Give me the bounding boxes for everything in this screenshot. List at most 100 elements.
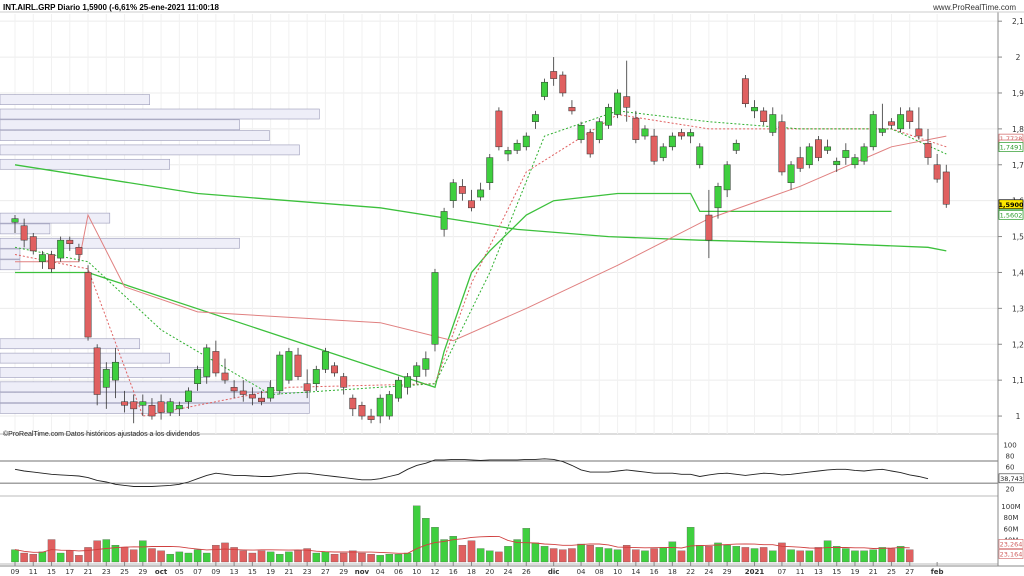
date-tick-label: 11 [796,568,805,576]
volume-bar [239,550,247,563]
volume-bar [714,542,722,563]
candle-body [458,186,466,194]
candle-body [595,121,603,140]
volume-bar [56,552,65,563]
date-tick-label: 20 [485,568,494,576]
volume-tag [998,549,1024,559]
date-tick-label: 04 [376,568,385,576]
candle-body [367,415,375,420]
candle-body [230,387,238,392]
candle-body [787,164,795,183]
volume-bar [632,549,640,563]
volume-bar [549,548,558,563]
candle-body [321,351,329,370]
candle-body [559,74,567,94]
volume-profile-bar [0,158,170,170]
candle-body [468,200,475,209]
volume-bar [367,553,375,563]
candle-body [933,164,941,180]
candle-body [358,405,366,417]
price-tag-label: 1,7491 [1000,144,1023,152]
volume-bar [330,553,339,563]
candle-body [248,394,256,399]
candle-body [431,272,439,345]
volume-bar [595,547,604,563]
date-tick-label: oct [155,568,168,576]
volume-bar [257,550,266,563]
date-tick-label: 26 [522,568,531,576]
chart-title: INT.AIRL.GRP Diario 1,5900 (-6,61% 25-en… [3,3,219,12]
volume-bar [577,543,585,563]
volume-bar [659,547,667,563]
price-tick-label: 1,7 [1012,161,1024,170]
date-tick-label: 07 [193,568,202,576]
candle-body [650,135,658,162]
oscillator-tick-label: 100 [1003,441,1016,449]
volume-bar [586,544,594,563]
candle-body [11,218,19,223]
candle-body [175,405,183,410]
candle-body [869,114,877,148]
candle-body [139,401,147,406]
volume-bar [559,549,567,563]
volume-bar [148,548,156,563]
candle-body [121,401,129,406]
volume-profile-bar [0,130,270,141]
candle-body [66,239,74,244]
date-tick-label: 05 [175,568,184,576]
volume-profile-bar [0,108,320,120]
date-tick-label: 27 [321,568,330,576]
oscillator-tick-label: 80 [1006,452,1015,460]
candle-body [148,405,156,417]
overlay-line-5 [14,110,947,396]
volume-bar [312,552,321,563]
candle-body [897,114,905,130]
volume-bar [604,548,613,563]
volume-bar [668,541,677,563]
volume-bar [129,549,138,563]
date-tick-label: 18 [467,568,476,576]
date-tick-label: 15 [832,568,841,576]
candle-body [285,351,293,381]
candle-body [522,135,530,148]
axes: 11,11,21,31,41,51,61,71,81,922,109111517… [0,11,1024,576]
volume-bar [486,550,494,563]
price-tick-label: 2,1 [1012,17,1024,26]
volume-profile [0,94,320,414]
volume-bar [120,547,129,563]
price-tick-label: 1,5 [1012,233,1024,242]
volume-bar [522,528,531,563]
candle-body [385,394,393,417]
candle-body [906,110,914,122]
volume-bar [394,553,403,563]
volume-bar [650,548,658,563]
volume-bar [358,552,366,563]
volume-bar [723,544,731,563]
candle-body [924,142,932,158]
candle-body [221,372,229,381]
date-tick-label: 17 [65,568,74,576]
candle-body [294,354,302,377]
price-tag-label: 1,7728 [1000,135,1023,143]
volume-bar [20,552,28,563]
candlesticks [11,57,950,424]
price-tag [998,142,1024,152]
volume-bar [769,550,777,563]
candle-body [915,128,923,137]
candle-body [239,390,247,395]
volume-bar [294,550,302,563]
price-tick-label: 1,1 [1012,376,1024,385]
date-tick-label: 19 [850,568,859,576]
volume-tick-label: 100M [1001,503,1020,511]
price-tick-label: 1 [1016,412,1021,421]
volume-bar [641,550,649,563]
volume-bar [166,553,174,563]
candle-body [614,92,622,115]
volume-bar [842,548,850,563]
volume-bar [111,544,120,563]
oscillator-tick-label: 20 [1006,486,1015,494]
date-tick-label: 09 [11,568,20,576]
volume-bar [622,544,631,563]
